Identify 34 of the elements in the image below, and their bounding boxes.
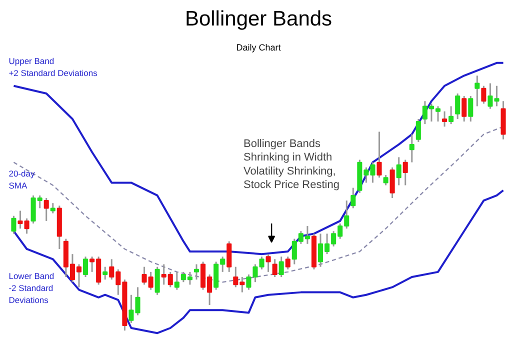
candlestick	[266, 253, 271, 273]
candlestick	[174, 271, 180, 291]
candlestick	[285, 256, 290, 270]
candlestick	[272, 258, 278, 278]
candlestick	[44, 197, 49, 222]
candlestick	[455, 92, 460, 120]
chart-subtitle: Daily Chart	[236, 42, 282, 52]
candlestick	[416, 118, 421, 143]
series-label: Upper Band +2 Standard Deviations	[8, 56, 98, 78]
candlestick	[390, 166, 395, 199]
candlestick	[442, 110, 448, 128]
candlestick	[402, 159, 408, 186]
candlestick	[11, 215, 16, 234]
candlestick	[226, 240, 232, 273]
candlestick	[50, 202, 56, 214]
series-label: Lower Band -2 Standard Deviations	[8, 271, 54, 306]
candlestick	[350, 187, 356, 209]
candlestick	[83, 256, 88, 278]
candlestick	[468, 95, 474, 122]
candlestick	[376, 130, 382, 178]
candlestick	[481, 85, 486, 104]
candlestick	[154, 266, 160, 296]
candlestick	[448, 105, 454, 125]
series-label: 20-day SMA	[8, 168, 36, 190]
candlestick	[194, 264, 200, 280]
candlestick	[474, 74, 480, 107]
annotation: Bollinger Bands Shrinking in Width Volatility Shrinking, Stock Price Resting	[243, 138, 340, 192]
candlestick	[102, 266, 108, 280]
candlestick	[383, 174, 388, 186]
candlestick	[278, 256, 284, 278]
chart-title: Bollinger Bands	[184, 8, 332, 30]
candlestick	[462, 95, 467, 122]
candlestick	[409, 134, 414, 164]
candlestick	[396, 156, 402, 186]
